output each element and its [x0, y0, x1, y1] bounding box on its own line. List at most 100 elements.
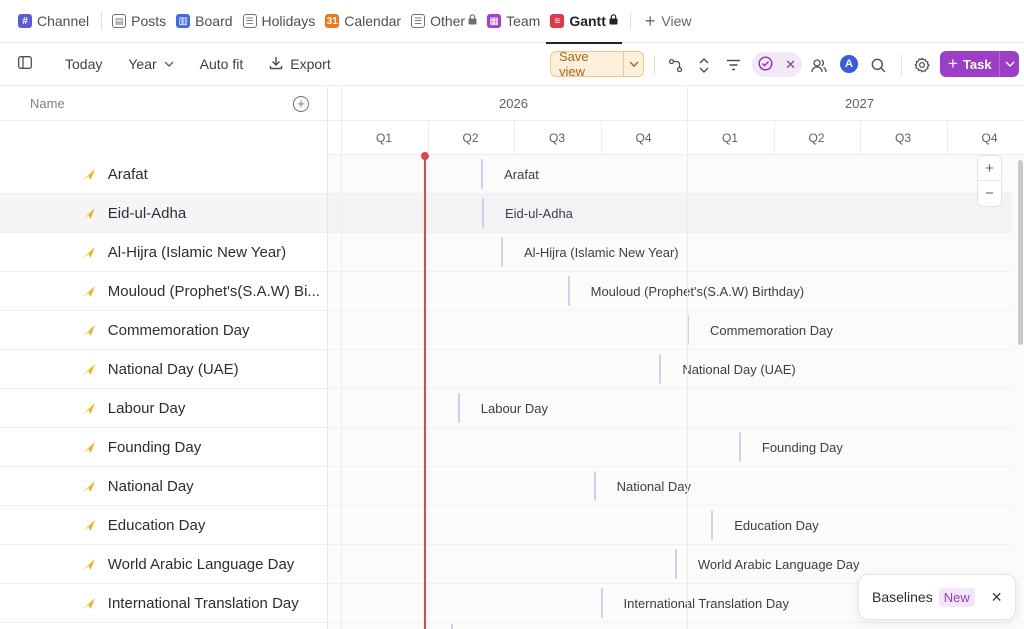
add-view-button[interactable]: + View	[645, 11, 692, 32]
task-row[interactable]: Labour Day	[0, 389, 327, 428]
milestone-marker[interactable]	[600, 588, 603, 618]
milestone-label: Al-Hijra (Islamic New Year)	[524, 245, 679, 260]
filter-icon[interactable]	[723, 55, 743, 75]
milestone-marker[interactable]	[457, 393, 460, 423]
milestone-marker[interactable]	[687, 315, 689, 345]
tab-channel[interactable]: # Channel	[14, 0, 93, 43]
gantt-row	[328, 545, 1012, 584]
expand-collapse-icon[interactable]	[694, 55, 714, 75]
zoom-out-button[interactable]: −	[985, 185, 994, 202]
milestone-icon	[82, 207, 98, 220]
year-header-row: 2026 2027	[328, 87, 1024, 121]
milestone-marker[interactable]	[593, 471, 596, 501]
milestone-label: Commemoration Day	[710, 323, 833, 338]
zoom-controls: + −	[977, 155, 1002, 207]
task-row[interactable]: National Day (UAE)	[0, 350, 327, 389]
timescale-dropdown[interactable]: Year	[128, 56, 174, 72]
milestone-marker[interactable]	[659, 354, 662, 384]
download-icon	[269, 56, 283, 73]
task-name: Labour Day	[107, 399, 186, 417]
task-name: Eid-ul-Adha	[107, 204, 187, 222]
dependency-icon[interactable]	[665, 55, 685, 75]
avatar[interactable]: A	[840, 55, 858, 73]
tab-team[interactable]: ▦ Team	[483, 0, 544, 43]
baselines-toast: Baselines New ✕	[858, 574, 1016, 620]
tab-label: Calendar	[344, 13, 402, 29]
task-row[interactable]: Mouloud (Prophet's(S.A.W) Bi...	[0, 272, 327, 311]
task-name: Al-Hijra (Islamic New Year)	[107, 243, 287, 261]
task-row[interactable]: Commemoration Day	[0, 311, 327, 350]
name-column-label[interactable]: Name	[30, 96, 65, 111]
milestone-marker[interactable]	[567, 276, 570, 306]
gantt-row	[328, 428, 1012, 467]
gantt-row	[328, 155, 1012, 194]
milestone-label: Mouloud (Prophet's(S.A.W) Birthday)	[590, 284, 805, 299]
add-task-button[interactable]: + Task	[940, 51, 1019, 77]
auto-fit-button[interactable]: Auto fit	[199, 56, 244, 72]
task-row[interactable]: International Translation Day	[0, 584, 327, 623]
gantt-row	[328, 272, 1012, 311]
task-row[interactable]: World Arabic Language Day	[0, 545, 327, 584]
save-view-button[interactable]: Save view	[550, 49, 644, 79]
task-name: Arafat	[107, 165, 148, 183]
close-icon[interactable]: ✕	[785, 56, 796, 72]
tab-label: Holidays	[261, 13, 316, 29]
chevron-down-icon[interactable]	[624, 59, 643, 70]
quarter-label: Q4	[981, 131, 998, 145]
task-name: Commemoration Day	[107, 321, 250, 339]
closed-tasks-filter[interactable]: ✕	[752, 52, 802, 77]
tab-label: Gantt	[569, 13, 606, 29]
tab-posts[interactable]: ▤ Posts	[108, 0, 170, 43]
milestone-icon	[82, 324, 98, 337]
year-label: 2026	[499, 96, 528, 111]
task-name: Education Day	[107, 516, 206, 534]
task-row[interactable]: Eid-ul-Adha	[0, 194, 327, 233]
milestone-marker[interactable]	[674, 549, 677, 579]
milestone-label: World Arabic Language Day	[697, 557, 860, 572]
assignees-icon[interactable]	[809, 55, 829, 75]
vertical-scrollbar[interactable]	[1018, 160, 1023, 345]
milestone-icon	[82, 246, 98, 259]
tab-gantt[interactable]: ≡ Gantt	[546, 0, 622, 44]
tab-other[interactable]: ☰ Other	[407, 0, 481, 43]
gear-icon[interactable]	[912, 55, 932, 75]
task-row[interactable]: Founding Day	[0, 428, 327, 467]
close-icon[interactable]: ✕	[990, 588, 1003, 605]
task-list-pane: Name + Arafat Eid-ul-Adha Al-Hijra (Islami…	[0, 87, 328, 629]
tab-label: Other	[430, 13, 466, 29]
save-view-label: Save view	[551, 49, 625, 79]
milestone-marker[interactable]	[481, 198, 484, 228]
quarter-label: Q2	[808, 131, 825, 145]
milestone-icon	[82, 285, 98, 298]
milestone-label: National Day (UAE)	[682, 362, 796, 377]
task-name: National Day	[107, 477, 194, 495]
zoom-in-button[interactable]: +	[978, 156, 1001, 181]
milestone-marker[interactable]	[738, 432, 741, 462]
tab-holidays[interactable]: ☰ Holidays	[239, 0, 320, 43]
milestone-marker[interactable]	[711, 510, 714, 540]
export-label: Export	[290, 56, 331, 72]
tab-calendar[interactable]: 31 Calendar	[321, 0, 405, 43]
check-circle-icon	[758, 55, 773, 74]
search-icon[interactable]	[868, 55, 888, 75]
task-row[interactable]: National Day	[0, 467, 327, 506]
baselines-label[interactable]: Baselines	[872, 589, 933, 605]
gantt-row	[328, 506, 1012, 545]
milestone-label: International Translation Day	[623, 596, 789, 611]
chevron-down-icon[interactable]	[999, 51, 1019, 77]
task-row[interactable]: Education Day	[0, 506, 327, 545]
lock-icon	[468, 14, 477, 28]
add-column-icon[interactable]: +	[293, 95, 309, 112]
gantt-row	[328, 311, 1012, 350]
add-view-label: View	[661, 13, 692, 29]
task-row[interactable]: Arafat	[0, 155, 327, 194]
toggle-sidebar-button[interactable]	[18, 56, 39, 72]
task-label: Task	[962, 56, 992, 72]
tab-board[interactable]: ▥ Board	[172, 0, 236, 43]
today-button[interactable]: Today	[65, 56, 103, 72]
milestone-marker[interactable]	[481, 159, 484, 189]
task-name: Founding Day	[107, 438, 202, 456]
milestone-marker[interactable]	[501, 237, 504, 267]
export-button[interactable]: Export	[269, 56, 331, 73]
task-row[interactable]: Al-Hijra (Islamic New Year)	[0, 233, 327, 272]
